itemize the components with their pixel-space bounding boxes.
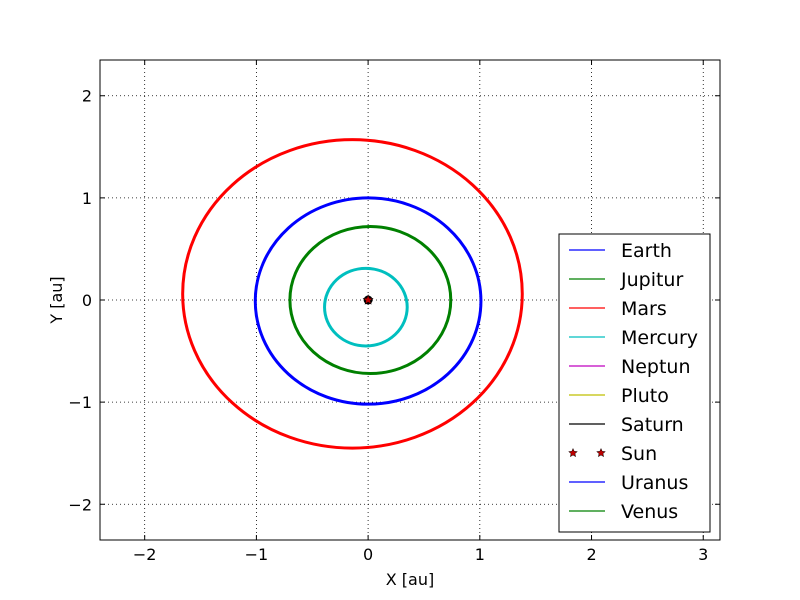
x-tick-label: −1 (245, 545, 269, 564)
legend-label-mars: Mars (621, 298, 667, 320)
x-tick-label: −2 (133, 545, 157, 564)
y-tick-label: 2 (82, 87, 92, 106)
series-group (181, 138, 524, 450)
y-tick-label: 1 (82, 189, 92, 208)
legend-label-saturn: Saturn (621, 414, 684, 436)
y-tick-label: −2 (68, 495, 92, 514)
x-tick-label: 0 (363, 545, 373, 564)
legend-label-uranus: Uranus (621, 472, 688, 494)
y-tick-label: 0 (82, 291, 92, 310)
orbit-mars (181, 138, 524, 450)
y-axis-label: Y [au] (47, 276, 66, 324)
y-tick-label: −1 (68, 393, 92, 412)
x-tick-label: 3 (698, 545, 708, 564)
legend-label-earth: Earth (621, 240, 672, 262)
ticks: −2 −1 0 1 2 3 −2 −1 0 1 2 (68, 60, 720, 564)
legend-label-neptun: Neptun (621, 356, 691, 378)
legend-label-jupitur: Jupitur (620, 269, 683, 291)
legend: Earth Jupitur Mars Mercury Neptun Pluto Saturn… (558, 233, 711, 533)
orbit-earth (253, 196, 483, 406)
orbit-jupitur (288, 224, 453, 376)
legend-label-pluto: Pluto (621, 385, 669, 407)
legend-label-venus: Venus (621, 501, 678, 523)
orbit-mercury (323, 266, 409, 348)
legend-label-mercury: Mercury (621, 327, 698, 349)
legend-label-sun: Sun (621, 443, 657, 465)
x-axis-label: X [au] (386, 570, 434, 589)
x-tick-label: 1 (475, 545, 485, 564)
legend-marker-sun (596, 447, 606, 458)
sun-marker (362, 294, 374, 305)
x-tick-label: 2 (586, 545, 596, 564)
legend-marker-sun (568, 447, 578, 458)
